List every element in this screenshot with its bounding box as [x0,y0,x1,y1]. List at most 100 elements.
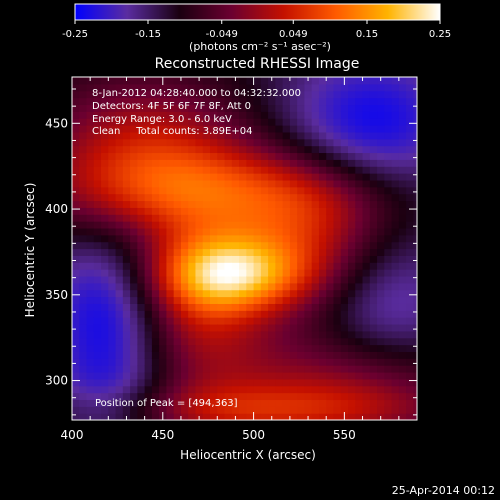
heatmap-cell [130,221,138,229]
heatmap-cell [326,344,335,352]
heatmap-cell [246,111,255,119]
heatmap-cell [144,413,153,420]
heatmap-cell [108,200,117,208]
heatmap-cell [384,406,393,414]
heatmap-cell [180,371,189,380]
heatmap-cell [311,385,320,394]
heatmap-cell [93,323,102,332]
heatmap-cell [340,275,349,284]
heatmap-cell [326,413,335,420]
heatmap-cell [108,323,117,332]
chart-title: Reconstructed RHESSI Image [155,56,360,72]
heatmap-cell [115,262,124,270]
heatmap-cell [275,378,284,387]
heatmap-cell [398,255,407,263]
heatmap-cell [275,399,284,407]
heatmap-cell [340,399,349,407]
heatmap-cell [311,221,320,229]
heatmap-cell [253,166,262,174]
heatmap-cell [231,378,240,387]
heatmap-cell [369,289,378,298]
heatmap-cell [217,378,226,387]
heatmap-cell [340,255,349,263]
heatmap-cell [101,248,109,256]
heatmap-cell [115,385,124,394]
heatmap-cell [210,90,218,99]
heatmap-cell [217,385,226,394]
heatmap-cell [333,275,342,284]
heatmap-cell [289,323,298,332]
heatmap-cell [384,358,393,366]
heatmap-cell [253,296,262,304]
heatmap-cell [355,90,364,99]
heatmap-cell [231,399,240,407]
heatmap-cell [348,406,356,414]
heatmap-cell [377,173,385,181]
heatmap-cell [224,234,233,243]
heatmap-cell [348,138,356,147]
heatmap-cell [289,104,298,112]
heatmap-cell [86,323,95,332]
heatmap-cell [180,241,189,250]
heatmap-cell [246,152,255,160]
heatmap-cell [173,358,182,366]
heatmap-cell [101,125,109,133]
heatmap-cell [137,118,146,126]
heatmap-cell [275,193,284,202]
heatmap-cell [406,104,414,112]
heatmap-cell [166,207,175,215]
heatmap-cell [333,399,342,407]
heatmap-cell [253,255,262,263]
heatmap-cell [130,351,138,359]
heatmap-cell [79,351,88,359]
heatmap-cell [101,166,109,174]
heatmap-cell [268,227,276,236]
heatmap-cell [93,248,102,256]
heatmap-cell [188,248,197,256]
heatmap-cell [108,214,117,222]
heatmap-cell [224,323,233,332]
heatmap-cell [122,234,131,243]
heatmap-cell [413,296,417,304]
heatmap-cell [108,371,117,380]
heatmap-cell [210,193,218,202]
heatmap-cell [239,358,247,366]
heatmap-cell [217,371,226,380]
heatmap-cell [340,179,349,188]
heatmap-cell [137,207,146,215]
heatmap-cell [369,262,378,270]
heatmap-cell [355,125,364,133]
heatmap-cell [268,310,276,318]
heatmap-cell [260,173,269,181]
heatmap-cell [166,310,175,318]
heatmap-cell [260,255,269,263]
heatmap-cell [122,97,131,106]
heatmap-cell [340,303,349,311]
heatmap-cell [391,200,400,208]
heatmap-cell [202,145,211,154]
heatmap-cell [304,152,313,160]
heatmap-cell [413,289,417,298]
heatmap-cell [289,200,298,208]
heatmap-cell [282,200,291,208]
heatmap-cell [369,275,378,284]
heatmap-cell [173,365,182,373]
heatmap-cell [260,296,269,304]
heatmap-cell [173,97,182,106]
heatmap-cell [253,337,262,346]
heatmap-cell [202,248,211,256]
heatmap-cell [362,125,371,133]
heatmap-cell [289,111,298,119]
heatmap-cell [195,207,204,215]
heatmap-cell [355,358,364,366]
heatmap-cell [398,227,407,236]
heatmap-cell [260,186,269,195]
heatmap-cell [195,330,204,339]
heatmap-cell [377,234,385,243]
heatmap-cell [253,282,262,291]
heatmap-cell [210,207,218,215]
heatmap-cell [93,207,102,215]
heatmap-cell [275,337,284,346]
heatmap-cell [101,207,109,215]
heatmap-cell [268,296,276,304]
